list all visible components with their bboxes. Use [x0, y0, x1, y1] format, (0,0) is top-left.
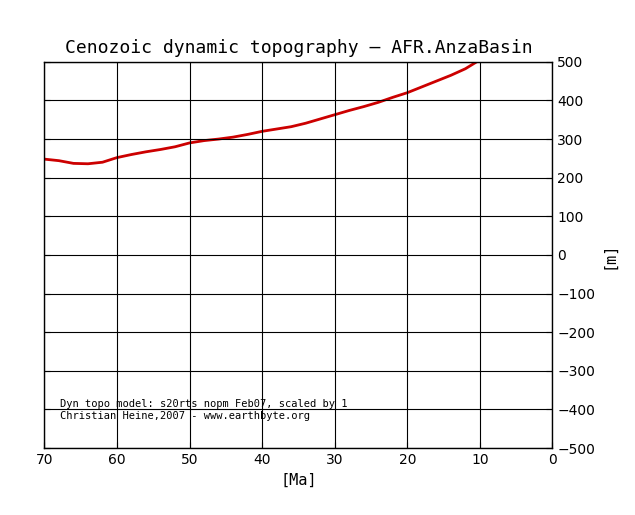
- Y-axis label: [m]: [m]: [601, 241, 616, 269]
- Text: Dyn topo model: s20rts_nopm_Feb07, scaled by 1
Christian Heine,2007 - www.earthb: Dyn topo model: s20rts_nopm_Feb07, scale…: [60, 399, 347, 421]
- Title: Cenozoic dynamic topography – AFR.AnzaBasin: Cenozoic dynamic topography – AFR.AnzaBa…: [65, 40, 532, 58]
- X-axis label: [Ma]: [Ma]: [280, 472, 317, 488]
